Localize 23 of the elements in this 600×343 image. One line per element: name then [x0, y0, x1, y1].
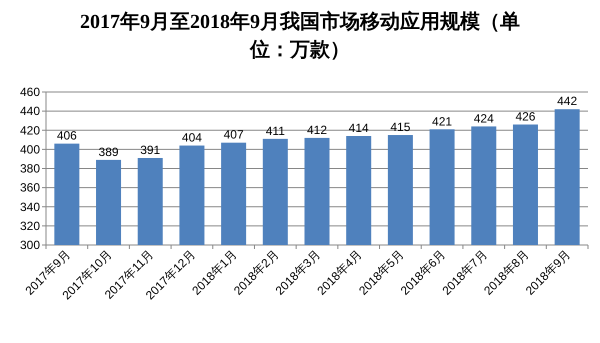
y-tick-label: 460	[20, 85, 40, 99]
data-label: 424	[474, 111, 494, 126]
data-label: 406	[56, 128, 78, 143]
y-tick-label: 320	[20, 218, 40, 233]
data-label: 415	[390, 120, 411, 134]
data-label: 426	[515, 110, 536, 124]
y-tick-label: 440	[20, 104, 40, 118]
y-tick-label: 340	[20, 200, 40, 214]
y-tick-label: 380	[20, 162, 40, 176]
y-tick-label: 400	[20, 142, 40, 156]
y-tick-label: 360	[20, 180, 40, 195]
y-tick-label: 420	[20, 123, 40, 138]
data-label: 391	[140, 142, 161, 157]
data-label: 421	[432, 114, 452, 128]
data-label: 411	[266, 124, 286, 138]
data-label: 404	[182, 130, 202, 145]
data-label: 414	[348, 120, 370, 135]
data-label: 442	[557, 94, 578, 108]
y-tick-label: 300	[20, 238, 40, 252]
data-label: 407	[224, 128, 244, 142]
data-label: 412	[306, 122, 328, 137]
data-label: 389	[98, 144, 119, 159]
chart-title: 2017年9月至2018年9月我国市场移动应用规模（单位：万款）	[79, 10, 521, 63]
